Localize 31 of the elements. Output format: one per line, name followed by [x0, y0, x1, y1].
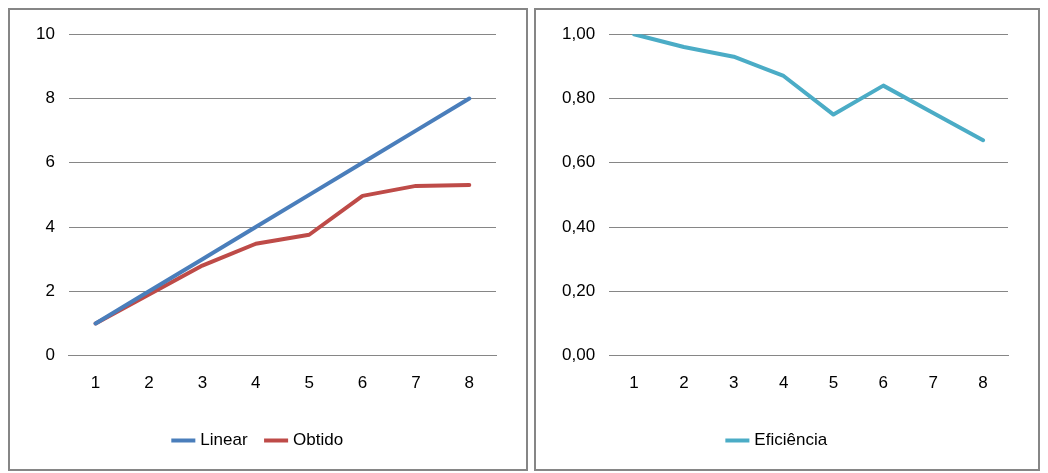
x-tick-label: 1: [629, 373, 639, 393]
x-tick-label: 8: [978, 373, 988, 393]
x-tick-label: 2: [679, 373, 689, 393]
x-tick-label: 4: [778, 373, 789, 393]
y-tick-label: 10: [35, 23, 55, 43]
x-tick-label: 3: [729, 373, 739, 393]
y-tick-label: 4: [45, 216, 55, 236]
x-tick-label: 5: [304, 373, 314, 393]
y-tick-label: 0,20: [561, 281, 596, 301]
y-tick-label: 0,80: [561, 88, 596, 108]
x-tick-label: 7: [411, 373, 421, 393]
y-tick-label: 2: [45, 281, 55, 301]
x-tick-label: 6: [878, 373, 889, 393]
x-tick-label: 2: [144, 373, 154, 393]
y-tick-label: 0,60: [561, 152, 596, 172]
x-tick-label: 5: [828, 373, 839, 393]
y-tick-label: 0: [45, 345, 55, 365]
y-tick-label: 6: [45, 152, 55, 172]
legend-label: Obtido: [293, 430, 344, 450]
x-tick-label: 1: [90, 373, 101, 393]
x-tick-label: 3: [197, 373, 208, 393]
x-tick-label: 8: [464, 373, 475, 393]
y-tick-label: 8: [45, 88, 55, 108]
legend-label: Eficiência: [754, 430, 828, 450]
x-tick-label: 7: [928, 373, 938, 393]
y-tick-label: 1,00: [561, 23, 596, 43]
x-tick-label: 6: [357, 373, 368, 393]
y-tick-label: 0,00: [561, 345, 596, 365]
x-tick-label: 4: [251, 373, 261, 393]
legend-label: Linear: [200, 430, 248, 450]
y-tick-label: 0,40: [561, 216, 596, 236]
